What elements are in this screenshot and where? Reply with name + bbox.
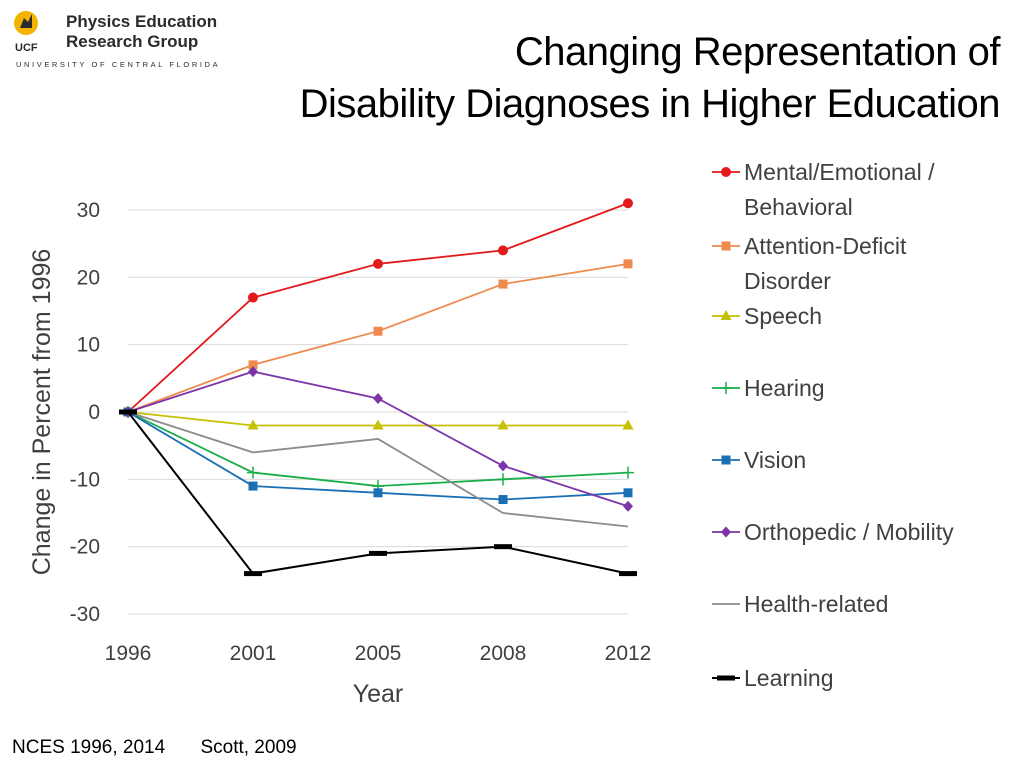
legend-item-learning: Learning [712, 665, 834, 691]
data-point [372, 419, 384, 430]
data-point [248, 292, 258, 303]
y-tick-label: -20 [70, 536, 100, 559]
legend-item-health-related: Health-related [712, 591, 888, 617]
y-tick-label: 30 [77, 199, 100, 222]
logo-mark: UCF [15, 42, 38, 54]
data-point [497, 419, 509, 430]
series-line [127, 262, 629, 413]
x-axis-title: Year [353, 680, 404, 708]
data-point [498, 245, 508, 256]
legend-label: Hearing [744, 375, 825, 401]
x-tick-label: 2005 [355, 642, 402, 665]
logo-line-2: Research Group [66, 32, 199, 51]
series-learning [119, 409, 637, 577]
series-attention-deficit-disorder [123, 259, 633, 417]
data-point [244, 571, 262, 577]
data-point [494, 544, 512, 550]
x-tick-label: 2008 [480, 642, 527, 665]
y-axis-title: Change in Percent from 1996 [28, 249, 56, 576]
data-point [248, 366, 258, 378]
data-point [622, 466, 634, 479]
source-ref-2: Scott, 2009 [200, 737, 297, 758]
pegasus-icon [14, 11, 38, 35]
slide-title-line-2: Disability Diagnoses in Higher Education [299, 82, 1001, 126]
data-point [623, 198, 633, 209]
data-point [248, 360, 258, 370]
data-point [369, 550, 387, 556]
legend-label: Behavioral [744, 194, 853, 220]
legend-label: Learning [744, 665, 834, 691]
y-tick-label: 20 [77, 266, 100, 289]
legend-item-hearing: Hearing [712, 375, 825, 401]
ucf-logo: UCF Physics Education Research Group UNI… [10, 8, 250, 70]
legend-swatch-marker [721, 455, 731, 465]
legend-label: Orthopedic / Mobility [744, 519, 954, 545]
data-point [622, 419, 634, 430]
data-point [248, 481, 258, 491]
data-point [623, 488, 633, 498]
x-tick-label: 2012 [605, 642, 652, 665]
series-line [127, 411, 629, 528]
data-point [498, 495, 508, 505]
data-point [619, 571, 637, 577]
legend-item-attention-deficit-disorder: Attention-Deficit Disorder [712, 233, 907, 294]
legend-swatch-marker [721, 241, 731, 251]
y-tick-label: -10 [70, 468, 100, 491]
slide-title: Changing Representation of Disability Di… [120, 26, 1001, 130]
legend-label: Mental/Emotional / [744, 159, 935, 185]
data-point [373, 326, 383, 336]
source-citation: NCES 1996, 2014 Scott, 2009 [12, 737, 297, 759]
legend-label: Disorder [744, 268, 831, 294]
data-point [623, 259, 633, 269]
data-point [247, 419, 259, 430]
data-point [623, 500, 633, 512]
legend-item-orthopedic-mobility: Orthopedic / Mobility [712, 519, 954, 545]
y-tick-label: 0 [88, 401, 100, 424]
x-tick-label: 2001 [230, 642, 277, 665]
legend-swatch-marker [720, 382, 732, 394]
y-tick-label: 10 [77, 334, 100, 357]
legend-item-speech: Speech [712, 303, 822, 329]
y-tick-label: -30 [70, 603, 100, 626]
data-point [373, 258, 383, 269]
data-point [247, 466, 259, 479]
legend-label: Vision [744, 447, 806, 473]
legend-swatch-marker [721, 526, 731, 538]
legend-label: Health-related [744, 591, 888, 617]
data-point [373, 393, 383, 405]
data-point [498, 279, 508, 289]
legend-swatch-marker [720, 310, 732, 320]
source-ref-1: NCES 1996, 2014 [12, 737, 166, 758]
data-point [497, 473, 509, 486]
series-speech [122, 406, 634, 430]
slide-title-line-1: Changing Representation of [514, 30, 1001, 74]
series-orthopedic-mobility [123, 366, 633, 512]
legend-label: Attention-Deficit [744, 233, 907, 259]
logo-subtitle: UNIVERSITY OF CENTRAL FLORIDA [16, 60, 221, 69]
data-point [373, 488, 383, 498]
legend-swatch-marker [717, 675, 735, 681]
logo-line-1: Physics Education [66, 12, 218, 31]
x-tick-label: 1996 [105, 642, 152, 665]
legend-item-mental-emotional-behavioral: Mental/Emotional / Behavioral [712, 159, 935, 220]
legend-swatch-marker [721, 167, 731, 177]
legend-item-vision: Vision [712, 447, 806, 473]
data-point [119, 409, 137, 415]
data-point [498, 460, 508, 472]
series-line [127, 202, 629, 413]
legend-label: Speech [744, 303, 822, 329]
series-health-related [127, 411, 629, 528]
